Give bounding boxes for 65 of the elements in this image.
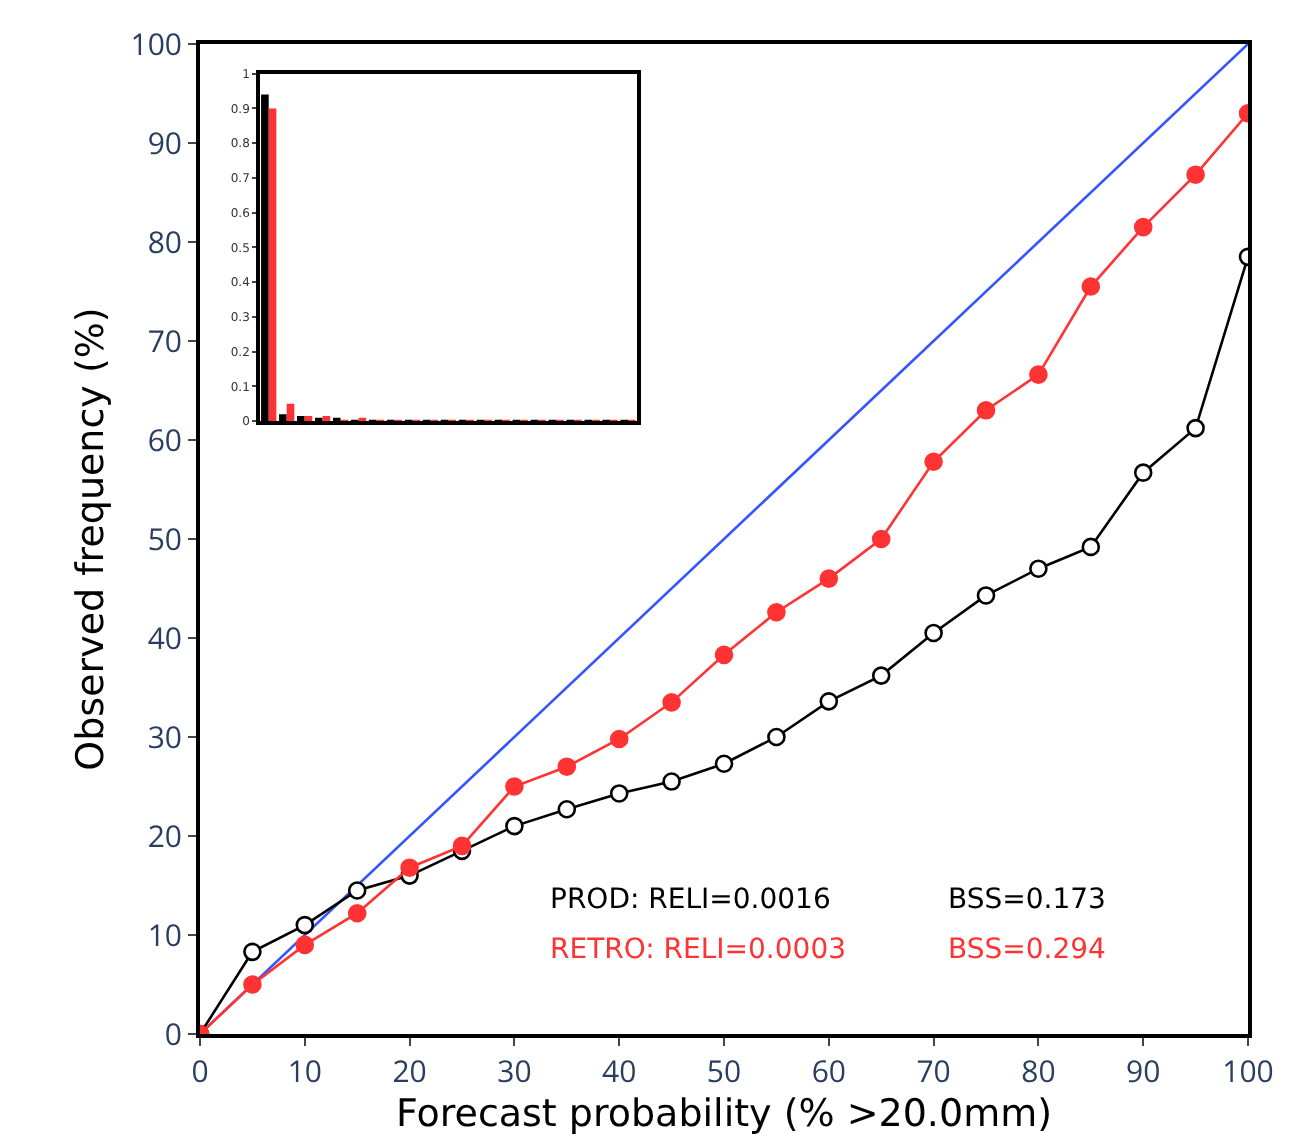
- x-tick-label: 10: [287, 1052, 322, 1092]
- point: [871, 666, 891, 685]
- point: [1186, 418, 1205, 438]
- point: [662, 772, 681, 791]
- annotation: PROD: RELI=0.0016: [550, 884, 831, 916]
- point: [976, 401, 996, 420]
- point: [714, 645, 734, 665]
- x-tick-label: 0: [191, 1052, 209, 1092]
- y-tick-label: 100: [130, 24, 182, 65]
- point: [347, 903, 367, 923]
- x-tick-label: 70: [916, 1052, 951, 1092]
- point: [243, 942, 262, 962]
- annotation: RETRO: RELI=0.0003: [550, 934, 847, 966]
- point: [452, 836, 472, 856]
- point: [400, 858, 419, 877]
- point: [295, 935, 315, 955]
- point: [1081, 537, 1101, 557]
- x-tick-label: 100: [1222, 1052, 1274, 1092]
- point: [1133, 217, 1153, 237]
- y-tick-label: 90: [147, 123, 182, 164]
- point: [1029, 559, 1048, 578]
- point: [609, 784, 629, 803]
- point: [924, 452, 943, 472]
- point: [557, 799, 577, 819]
- y-tick-label: 0: [164, 1014, 182, 1055]
- annotation: BSS=0.294: [948, 934, 1107, 966]
- y-tick-label: 40: [147, 618, 182, 659]
- bar: [268, 108, 277, 422]
- point: [609, 729, 629, 749]
- point: [662, 693, 681, 712]
- point: [1081, 277, 1101, 296]
- y-tick-label: 70: [147, 321, 182, 362]
- x-tick-label: 50: [706, 1052, 742, 1092]
- x-tick-label: 80: [1021, 1052, 1056, 1092]
- y-tick-label: 80: [147, 222, 182, 263]
- x-tick-label: 90: [1126, 1052, 1161, 1092]
- point: [295, 915, 315, 935]
- x-tick-label: 20: [392, 1052, 427, 1092]
- point: [819, 692, 839, 711]
- point: [767, 727, 786, 747]
- y-tick-label: 10: [147, 915, 182, 956]
- x-tick-label: 40: [602, 1052, 637, 1092]
- y-tick-label: 50: [147, 519, 182, 560]
- point: [819, 569, 839, 588]
- y-axis-title: Observed frequency (%): [69, 307, 114, 771]
- point: [714, 754, 734, 774]
- x-tick-label: 30: [497, 1052, 532, 1092]
- point: [505, 777, 524, 796]
- point: [767, 602, 786, 622]
- point: [976, 586, 996, 605]
- point: [243, 975, 262, 994]
- y-tick-label: 20: [147, 816, 182, 857]
- y-tick-label: 60: [147, 420, 182, 461]
- point: [1186, 165, 1205, 184]
- point: [924, 623, 943, 643]
- point: [1133, 463, 1153, 482]
- point: [557, 757, 577, 776]
- y-tick-label: 30: [147, 717, 182, 758]
- x-axis-title: Forecast probability (% >20.0mm): [395, 1092, 1053, 1136]
- point: [505, 816, 524, 836]
- annotation: BSS=0.173: [948, 884, 1106, 916]
- point: [347, 881, 367, 900]
- point: [1029, 365, 1048, 384]
- x-tick-label: 60: [811, 1052, 846, 1092]
- point: [871, 529, 891, 549]
